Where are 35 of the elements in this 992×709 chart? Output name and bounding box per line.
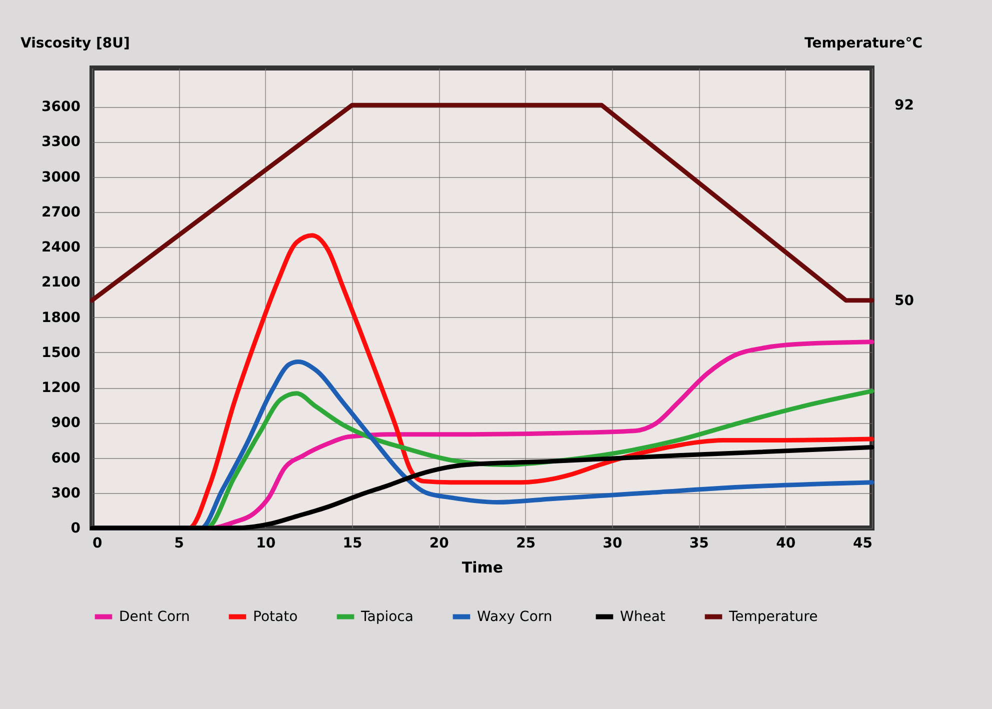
y-tick-label: 3300 [42, 134, 81, 150]
y-tick-label: 0 [70, 520, 81, 536]
y-tick-label: 300 [51, 485, 81, 502]
x-tick-label: 0 [92, 536, 102, 552]
x-tick-label: 20 [429, 536, 450, 552]
legend-label: Wheat [620, 608, 666, 625]
line-series [90, 444, 874, 530]
y2-axis-title: Temperature°C [804, 36, 922, 52]
legend-label: Waxy Corn [477, 608, 552, 625]
legend-label: Tapioca [360, 608, 414, 625]
y-tick-label: 600 [51, 450, 81, 466]
x-tick-label: 45 [853, 536, 872, 552]
y-tick-label: 2100 [42, 274, 81, 291]
y-tick-label: 3000 [42, 169, 81, 186]
legend-label: Temperature [728, 608, 818, 625]
y-tick-label: 2400 [42, 240, 81, 256]
x-tick-label: 30 [602, 536, 622, 552]
y-axis-title: Viscosity [8U] [20, 36, 130, 52]
y-tick-label: 1200 [42, 380, 81, 396]
y2-tick-label: 92 [894, 98, 914, 114]
legend-label: Dent Corn [119, 608, 190, 625]
y-tick-label: 900 [51, 415, 81, 432]
x-tick-label: 5 [174, 536, 184, 552]
legend-label: Potato [253, 608, 298, 625]
x-tick-label: 35 [689, 536, 709, 552]
x-tick-label: 10 [256, 536, 276, 552]
y2-tick-label: 50 [894, 292, 914, 309]
y-tick-label: 2700 [42, 204, 81, 220]
x-axis-title: Time [462, 558, 504, 576]
y-tick-label: 3600 [42, 99, 81, 116]
y-tick-label: 1500 [42, 344, 81, 361]
y-tick-label: 1800 [42, 310, 81, 326]
x-tick-label: 15 [342, 536, 362, 552]
x-tick-label: 25 [516, 536, 536, 552]
x-tick-label: 40 [776, 536, 796, 552]
